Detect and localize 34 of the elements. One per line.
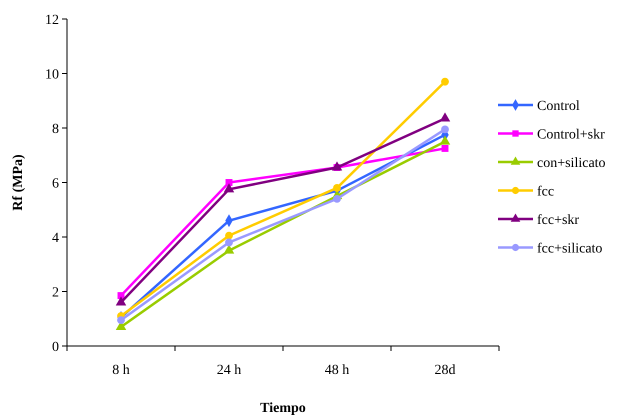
point xyxy=(225,232,233,240)
y-tick-label: 4 xyxy=(52,230,59,246)
y-tick-label: 6 xyxy=(52,176,59,192)
x-tick-label: 48 h xyxy=(324,363,350,378)
legend-label: Control xyxy=(537,98,580,114)
point xyxy=(117,316,125,324)
point xyxy=(225,238,233,246)
y-tick-label: 0 xyxy=(52,340,59,355)
legend-label: con+silicato xyxy=(537,156,606,171)
point xyxy=(333,194,341,203)
x-tick-label: 24 h xyxy=(216,363,242,378)
legend-label: fcc+skr xyxy=(537,212,580,228)
y-axis-title: Rf (MPa) xyxy=(11,154,26,211)
point xyxy=(441,125,449,134)
point xyxy=(226,179,232,186)
point xyxy=(333,184,341,192)
y-tick-label: 2 xyxy=(52,285,59,300)
y-tick-label: 10 xyxy=(45,67,59,82)
y-tick-label: 12 xyxy=(45,12,59,28)
point xyxy=(442,144,448,152)
point xyxy=(116,296,126,306)
legend-label: fcc+silicato xyxy=(537,241,602,256)
point xyxy=(332,161,342,171)
x-tick-label: 28d xyxy=(434,363,456,378)
point xyxy=(441,78,449,86)
point xyxy=(440,112,450,122)
y-tick-label: 8 xyxy=(52,122,59,137)
x-axis-title: Tiempo xyxy=(260,401,306,416)
legend-label: Control+skr xyxy=(537,127,606,142)
legend-label: fcc xyxy=(537,184,554,200)
point xyxy=(224,244,234,254)
point xyxy=(440,136,450,145)
x-tick-label: 8 h xyxy=(112,363,130,378)
point xyxy=(224,183,234,192)
